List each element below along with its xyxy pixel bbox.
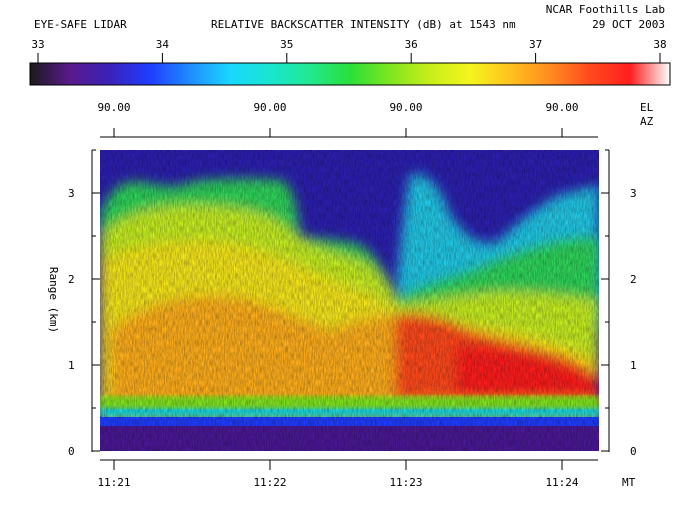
y-tick-label-left: 2 <box>68 273 75 286</box>
x-tick-label: 11:21 <box>97 476 130 489</box>
instrument-label: EYE-SAFE LIDAR <box>34 18 127 31</box>
colorbar-tick-label: 37 <box>529 38 542 51</box>
y-tick-label-right: 0 <box>630 445 637 458</box>
y-axis-left: 0 1 2 3 <box>68 149 100 458</box>
colorbar-tick-label: 34 <box>156 38 170 51</box>
x-tick-label: 11:24 <box>545 476 578 489</box>
colorbar-tick-label: 33 <box>31 38 44 51</box>
x-tick-label: 11:22 <box>253 476 286 489</box>
y-tick-label-right: 3 <box>630 187 637 200</box>
colorbar-tick-label: 38 <box>653 38 666 51</box>
colorbar-tick-label: 35 <box>280 38 293 51</box>
colorbar-ticks: 33 34 35 36 37 38 <box>31 38 667 63</box>
elevation-value: 90.00 <box>389 101 422 114</box>
date-label: 29 OCT 2003 <box>592 18 665 31</box>
elevation-value: 90.00 <box>253 101 286 114</box>
x-tick-label: 11:23 <box>389 476 422 489</box>
elevation-value: 90.00 <box>545 101 578 114</box>
colorbar-tick-label: 36 <box>405 38 418 51</box>
colorbar <box>29 62 671 86</box>
y-tick-label-left: 0 <box>68 445 75 458</box>
elevation-value: 90.00 <box>97 101 130 114</box>
y-tick-label-right: 2 <box>630 273 637 286</box>
chart-title: RELATIVE BACKSCATTER INTENSITY (dB) at 1… <box>211 18 516 31</box>
lab-label: NCAR Foothills Lab <box>546 3 665 16</box>
y-tick-label-right: 1 <box>630 359 637 372</box>
y-tick-label-left: 3 <box>68 187 75 200</box>
y-axis-label: Range (km) <box>47 267 60 333</box>
backscatter-image <box>100 150 599 451</box>
x-axis: 11:21 11:22 11:23 11:24 <box>97 460 579 489</box>
angle-row: 90.00 90.00 90.00 90.00 <box>97 101 579 137</box>
y-tick-label-left: 1 <box>68 359 75 372</box>
speckle-noise <box>100 150 599 451</box>
el-label: EL <box>640 101 654 114</box>
y-axis-right: 0 1 2 3 <box>601 149 637 458</box>
az-label: AZ <box>640 115 654 128</box>
time-unit-label: MT <box>622 476 636 489</box>
